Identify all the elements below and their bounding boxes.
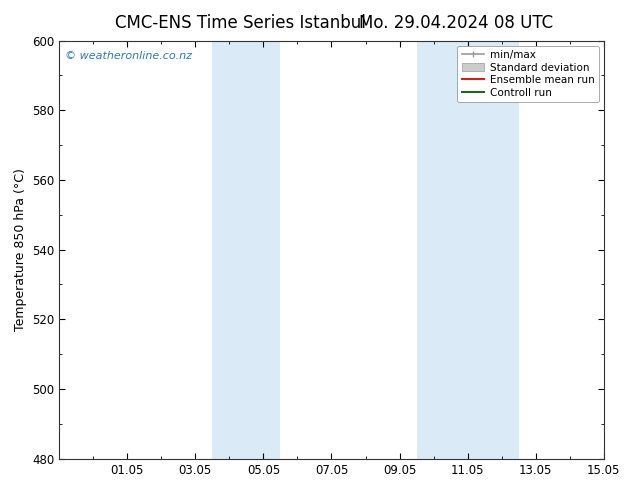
Legend: min/max, Standard deviation, Ensemble mean run, Controll run: min/max, Standard deviation, Ensemble me… xyxy=(457,46,598,102)
Y-axis label: Temperature 850 hPa (°C): Temperature 850 hPa (°C) xyxy=(13,168,27,331)
Bar xyxy=(212,41,280,459)
Text: Mo. 29.04.2024 08 UTC: Mo. 29.04.2024 08 UTC xyxy=(359,14,553,32)
Bar xyxy=(417,41,519,459)
Text: CMC-ENS Time Series Istanbul: CMC-ENS Time Series Istanbul xyxy=(115,14,366,32)
Text: © weatheronline.co.nz: © weatheronline.co.nz xyxy=(65,51,191,61)
